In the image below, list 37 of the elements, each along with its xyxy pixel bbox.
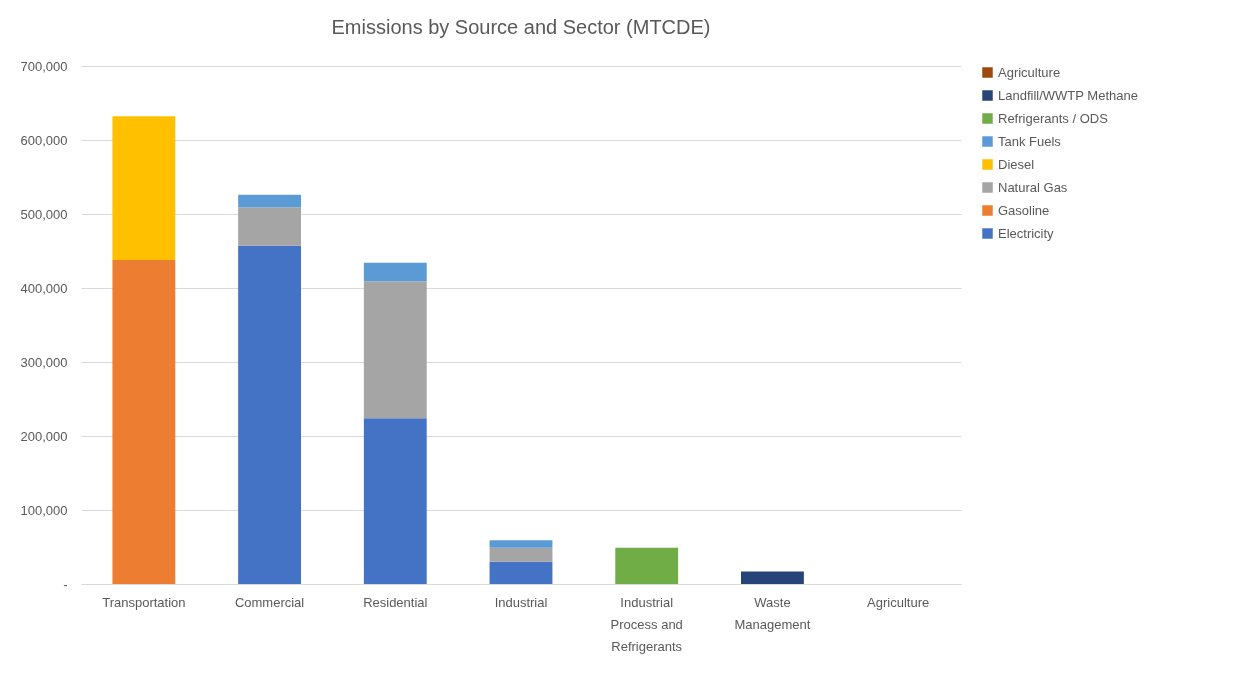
- legend-label: Diesel: [998, 156, 1035, 172]
- y-tick-label: 100,000: [20, 502, 68, 518]
- bar: [112, 116, 176, 260]
- y-tick-label: 200,000: [20, 428, 68, 444]
- bar: [741, 571, 804, 584]
- y-tick-label: 700,000: [20, 58, 68, 74]
- legend-label: Tank Fuels: [998, 133, 1062, 149]
- bar: [238, 207, 301, 246]
- bar: [238, 245, 301, 584]
- bar: [489, 547, 553, 562]
- x-tick-label: Agriculture: [867, 594, 930, 610]
- bar: [112, 259, 176, 584]
- x-tick-label: Industrial Process and Refrigerants: [610, 594, 683, 654]
- legend-label: Landfill/WWTP Methane: [998, 87, 1138, 103]
- bar: [489, 540, 553, 548]
- y-tick-label: -: [63, 576, 68, 592]
- bar: [615, 547, 679, 584]
- legend-label: Agriculture: [998, 64, 1061, 80]
- bar: [238, 194, 301, 208]
- legend-label: Electricity: [998, 225, 1055, 241]
- chart-title: Emissions by Source and Sector (MTCDE): [331, 16, 711, 38]
- bar: [363, 281, 427, 419]
- x-tick-label: Commercial: [234, 594, 305, 610]
- legend-label: Natural Gas: [998, 179, 1068, 195]
- x-tick-label: Residential: [363, 594, 428, 610]
- bar: [363, 262, 427, 282]
- y-tick-label: 600,000: [20, 132, 68, 148]
- legend-label: Refrigerants / ODS: [998, 110, 1109, 126]
- y-tick-label: 300,000: [20, 354, 68, 370]
- x-tick-label: Industrial: [494, 594, 548, 610]
- x-tick-label: Transportation: [102, 594, 186, 610]
- bar: [489, 561, 553, 584]
- x-tick-label: Waste Management: [734, 594, 811, 632]
- legend-label: Gasoline: [998, 202, 1050, 218]
- y-tick-label: 500,000: [20, 206, 68, 222]
- bar: [363, 418, 427, 584]
- y-tick-label: 400,000: [20, 280, 68, 296]
